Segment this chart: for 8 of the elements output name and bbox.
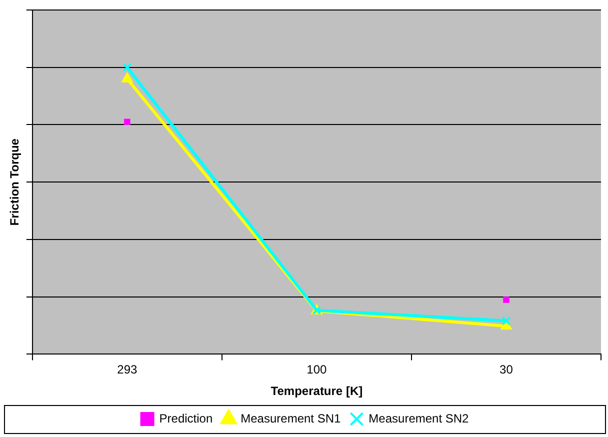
legend-label: Measurement SN1 bbox=[240, 411, 342, 426]
legend-label: Measurement SN2 bbox=[368, 411, 470, 426]
y-axis-title: Friction Torque bbox=[8, 138, 22, 226]
legend-label: Prediction bbox=[159, 411, 213, 426]
x-tick-label: 30 bbox=[500, 362, 514, 377]
x-tick-label: 100 bbox=[306, 362, 328, 377]
x-axis-title: Temperature [K] bbox=[270, 384, 363, 398]
x-tick-label: 293 bbox=[117, 362, 138, 377]
